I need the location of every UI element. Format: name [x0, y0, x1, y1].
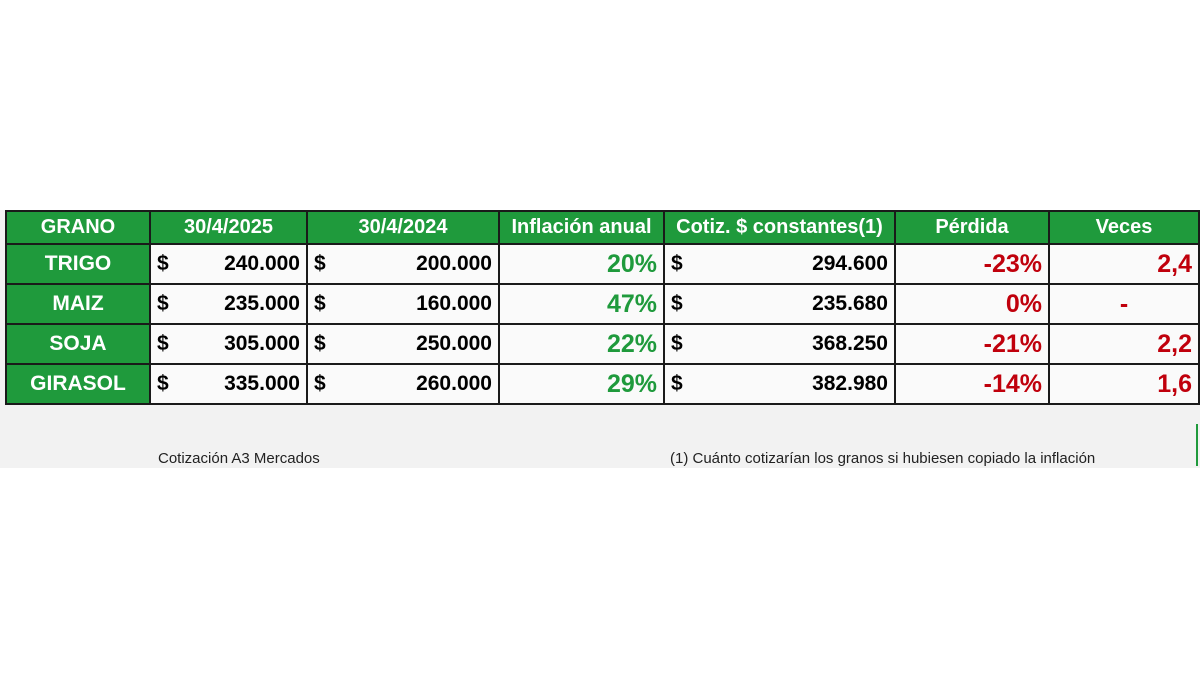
price-value: 368.250: [812, 332, 888, 355]
cell-perdida[interactable]: -21%: [894, 323, 1050, 365]
cell-price-2024[interactable]: $200.000: [306, 243, 500, 285]
header-perdida[interactable]: Pérdida: [894, 210, 1050, 245]
grain-price-table: GRANO 30/4/2025 30/4/2024 Inflación anua…: [5, 210, 1200, 405]
cell-price-2025[interactable]: $305.000: [149, 323, 308, 365]
cell-grano[interactable]: GIRASOL: [5, 363, 151, 405]
cell-price-2025[interactable]: $335.000: [149, 363, 308, 405]
currency-symbol: $: [157, 372, 169, 395]
currency-symbol: $: [671, 292, 683, 315]
cell-constantes[interactable]: $368.250: [663, 323, 896, 365]
cell-veces[interactable]: -: [1048, 283, 1200, 325]
header-date-2025[interactable]: 30/4/2025: [149, 210, 308, 245]
cell-perdida[interactable]: -14%: [894, 363, 1050, 405]
table-row: TRIGO $240.000 $200.000 20% $294.600 -23…: [5, 243, 1200, 285]
header-date-2024[interactable]: 30/4/2024: [306, 210, 500, 245]
cell-inflacion[interactable]: 20%: [498, 243, 665, 285]
cell-price-2024[interactable]: $160.000: [306, 283, 500, 325]
header-constantes[interactable]: Cotiz. $ constantes(1): [663, 210, 896, 245]
header-inflacion[interactable]: Inflación anual: [498, 210, 665, 245]
cell-price-2025[interactable]: $240.000: [149, 243, 308, 285]
header-veces[interactable]: Veces: [1048, 210, 1200, 245]
cell-veces[interactable]: 1,6: [1048, 363, 1200, 405]
cell-constantes[interactable]: $382.980: [663, 363, 896, 405]
table-row: GIRASOL $335.000 $260.000 29% $382.980 -…: [5, 363, 1200, 405]
cell-inflacion[interactable]: 22%: [498, 323, 665, 365]
price-value: 160.000: [416, 292, 492, 315]
currency-symbol: $: [157, 292, 169, 315]
cell-perdida[interactable]: -23%: [894, 243, 1050, 285]
cell-grano[interactable]: TRIGO: [5, 243, 151, 285]
source-note: Cotización A3 Mercados: [158, 450, 320, 467]
table-row: SOJA $305.000 $250.000 22% $368.250 -21%…: [5, 323, 1200, 365]
cell-perdida[interactable]: 0%: [894, 283, 1050, 325]
currency-symbol: $: [157, 332, 169, 355]
price-value: 294.600: [812, 252, 888, 275]
cell-price-2024[interactable]: $250.000: [306, 323, 500, 365]
header-grano[interactable]: GRANO: [5, 210, 151, 245]
currency-symbol: $: [314, 252, 326, 275]
cell-grano[interactable]: SOJA: [5, 323, 151, 365]
currency-symbol: $: [671, 372, 683, 395]
header-row: GRANO 30/4/2025 30/4/2024 Inflación anua…: [5, 210, 1200, 245]
currency-symbol: $: [671, 332, 683, 355]
currency-symbol: $: [671, 252, 683, 275]
cell-inflacion[interactable]: 47%: [498, 283, 665, 325]
footnote: (1) Cuánto cotizarían los granos si hubi…: [670, 450, 1096, 467]
cell-grano[interactable]: MAIZ: [5, 283, 151, 325]
selection-edge: [1196, 424, 1198, 466]
currency-symbol: $: [314, 332, 326, 355]
cell-price-2025[interactable]: $235.000: [149, 283, 308, 325]
cell-price-2024[interactable]: $260.000: [306, 363, 500, 405]
price-value: 260.000: [416, 372, 492, 395]
cell-constantes[interactable]: $294.600: [663, 243, 896, 285]
currency-symbol: $: [314, 292, 326, 315]
price-value: 382.980: [812, 372, 888, 395]
currency-symbol: $: [157, 252, 169, 275]
cell-veces[interactable]: 2,4: [1048, 243, 1200, 285]
cell-inflacion[interactable]: 29%: [498, 363, 665, 405]
price-value: 335.000: [224, 372, 300, 395]
cell-veces[interactable]: 2,2: [1048, 323, 1200, 365]
cell-constantes[interactable]: $235.680: [663, 283, 896, 325]
price-value: 250.000: [416, 332, 492, 355]
table-row: MAIZ $235.000 $160.000 47% $235.680 0% -: [5, 283, 1200, 325]
currency-symbol: $: [314, 372, 326, 395]
price-value: 240.000: [224, 252, 300, 275]
price-value: 235.680: [812, 292, 888, 315]
price-value: 305.000: [224, 332, 300, 355]
spreadsheet-area: GRANO 30/4/2025 30/4/2024 Inflación anua…: [0, 210, 1200, 468]
price-value: 235.000: [224, 292, 300, 315]
price-value: 200.000: [416, 252, 492, 275]
